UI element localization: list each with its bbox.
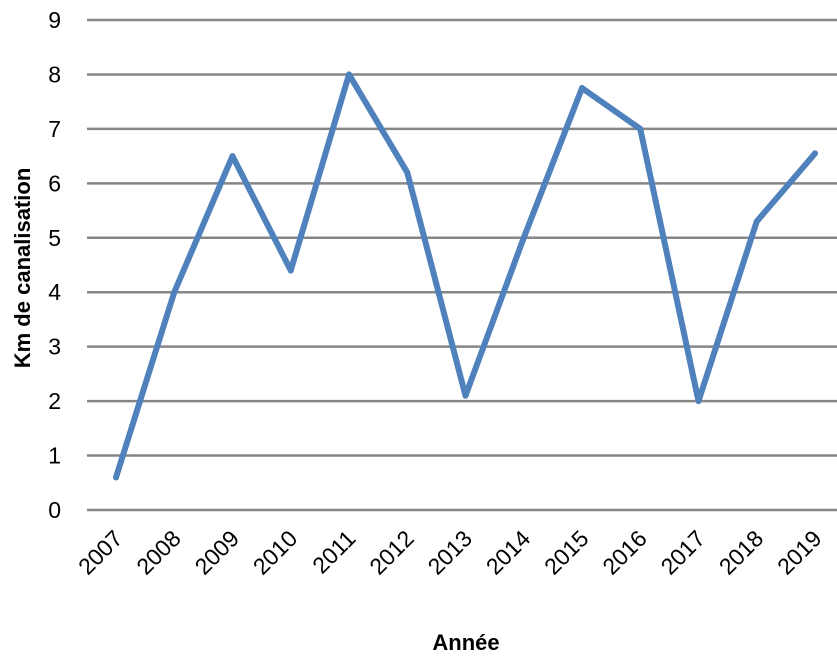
x-axis-tick-labels: 2007 2008 2009 2010 2011 2012 2013 2014 2015 2016… <box>73 525 827 580</box>
y-axis-tick-labels: 0 1 2 3 4 5 6 7 8 9 <box>48 7 61 523</box>
data-point <box>579 85 585 92</box>
y-tick-label: 0 <box>48 497 61 523</box>
data-point <box>520 234 527 241</box>
data-point <box>113 474 119 481</box>
x-tick-label: 2011 <box>307 525 360 578</box>
data-point <box>695 398 702 405</box>
y-tick-label: 4 <box>48 279 61 305</box>
y-tick-label: 7 <box>48 116 61 142</box>
x-tick-label: 2013 <box>422 525 477 580</box>
x-tick-label: 2009 <box>189 525 244 580</box>
x-tick-label: 2019 <box>772 525 827 580</box>
x-tick-label: 2014 <box>481 525 536 580</box>
y-tick-label: 5 <box>48 225 61 251</box>
x-axis-title: Année <box>432 630 499 655</box>
y-tick-label: 1 <box>48 443 61 469</box>
data-point <box>637 125 644 132</box>
x-tick-label: 2008 <box>131 525 186 580</box>
data-point <box>404 169 411 176</box>
data-point <box>287 267 294 274</box>
y-tick-label: 2 <box>48 388 61 414</box>
x-tick-label: 2015 <box>539 525 594 580</box>
y-axis-title: Km de canalisation <box>10 168 35 369</box>
y-tick-label: 9 <box>48 7 61 33</box>
data-point <box>753 218 760 225</box>
y-tick-label: 6 <box>48 170 61 196</box>
y-tick-label: 3 <box>48 334 61 360</box>
y-tick-label: 8 <box>48 61 61 87</box>
series-line <box>113 71 818 481</box>
data-point <box>462 392 469 399</box>
data-point <box>812 150 818 157</box>
x-tick-label: 2017 <box>655 525 710 580</box>
x-tick-label: 2012 <box>364 525 419 580</box>
x-tick-label: 2007 <box>73 525 128 580</box>
series-layer <box>113 71 818 481</box>
data-point <box>171 289 178 296</box>
data-point <box>229 153 236 160</box>
x-tick-label: 2010 <box>248 525 303 580</box>
data-point <box>346 71 352 78</box>
x-tick-label: 2018 <box>714 525 769 580</box>
gridlines <box>87 18 837 512</box>
x-tick-label: 2016 <box>597 525 652 580</box>
